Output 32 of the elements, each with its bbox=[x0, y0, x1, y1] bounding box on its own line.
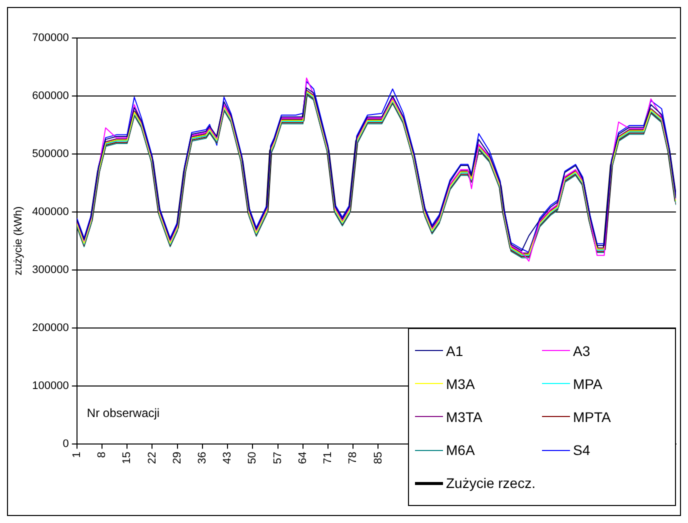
legend-label: M6A bbox=[446, 442, 475, 458]
legend-label: S4 bbox=[573, 442, 590, 458]
legend-label: MPA bbox=[573, 376, 602, 392]
y-tick-label: 400000 bbox=[32, 206, 69, 218]
x-tick-label: 78 bbox=[347, 452, 360, 464]
y-tick-label: 700000 bbox=[32, 32, 69, 44]
legend-label: A1 bbox=[446, 342, 464, 359]
x-tick-label: 50 bbox=[246, 452, 259, 464]
x-tick-label: 29 bbox=[171, 452, 184, 464]
y-tick-label: 0 bbox=[62, 438, 69, 450]
legend-label: A3 bbox=[573, 342, 590, 359]
legend-label: M3TA bbox=[446, 408, 482, 425]
x-tick-label: 8 bbox=[96, 452, 108, 458]
legend-label: MPTA bbox=[573, 408, 611, 425]
x-tick-label: 85 bbox=[372, 452, 384, 464]
x-axis-title: Nr obserwacji bbox=[86, 406, 160, 420]
x-tick-label: 64 bbox=[296, 452, 309, 464]
x-tick-label: 57 bbox=[272, 452, 284, 464]
y-tick-label: 500000 bbox=[32, 148, 69, 160]
x-tick-label: 43 bbox=[222, 452, 234, 464]
legend-label: M3A bbox=[446, 376, 475, 392]
y-tick-label: 600000 bbox=[32, 90, 69, 102]
y-tick-label: 300000 bbox=[32, 264, 69, 276]
x-tick-label: 1 bbox=[70, 452, 83, 458]
y-tick-label: 200000 bbox=[32, 322, 69, 334]
x-tick-label: 22 bbox=[146, 452, 158, 464]
x-tick-label: 36 bbox=[196, 452, 208, 464]
y-tick-label: 100000 bbox=[32, 380, 69, 392]
legend-label: Zużycie rzecz. bbox=[446, 475, 536, 492]
x-tick-label: 71 bbox=[322, 452, 334, 464]
x-tick-label: 15 bbox=[121, 452, 134, 464]
y-axis-title: zużycie (kWh) bbox=[12, 206, 25, 276]
